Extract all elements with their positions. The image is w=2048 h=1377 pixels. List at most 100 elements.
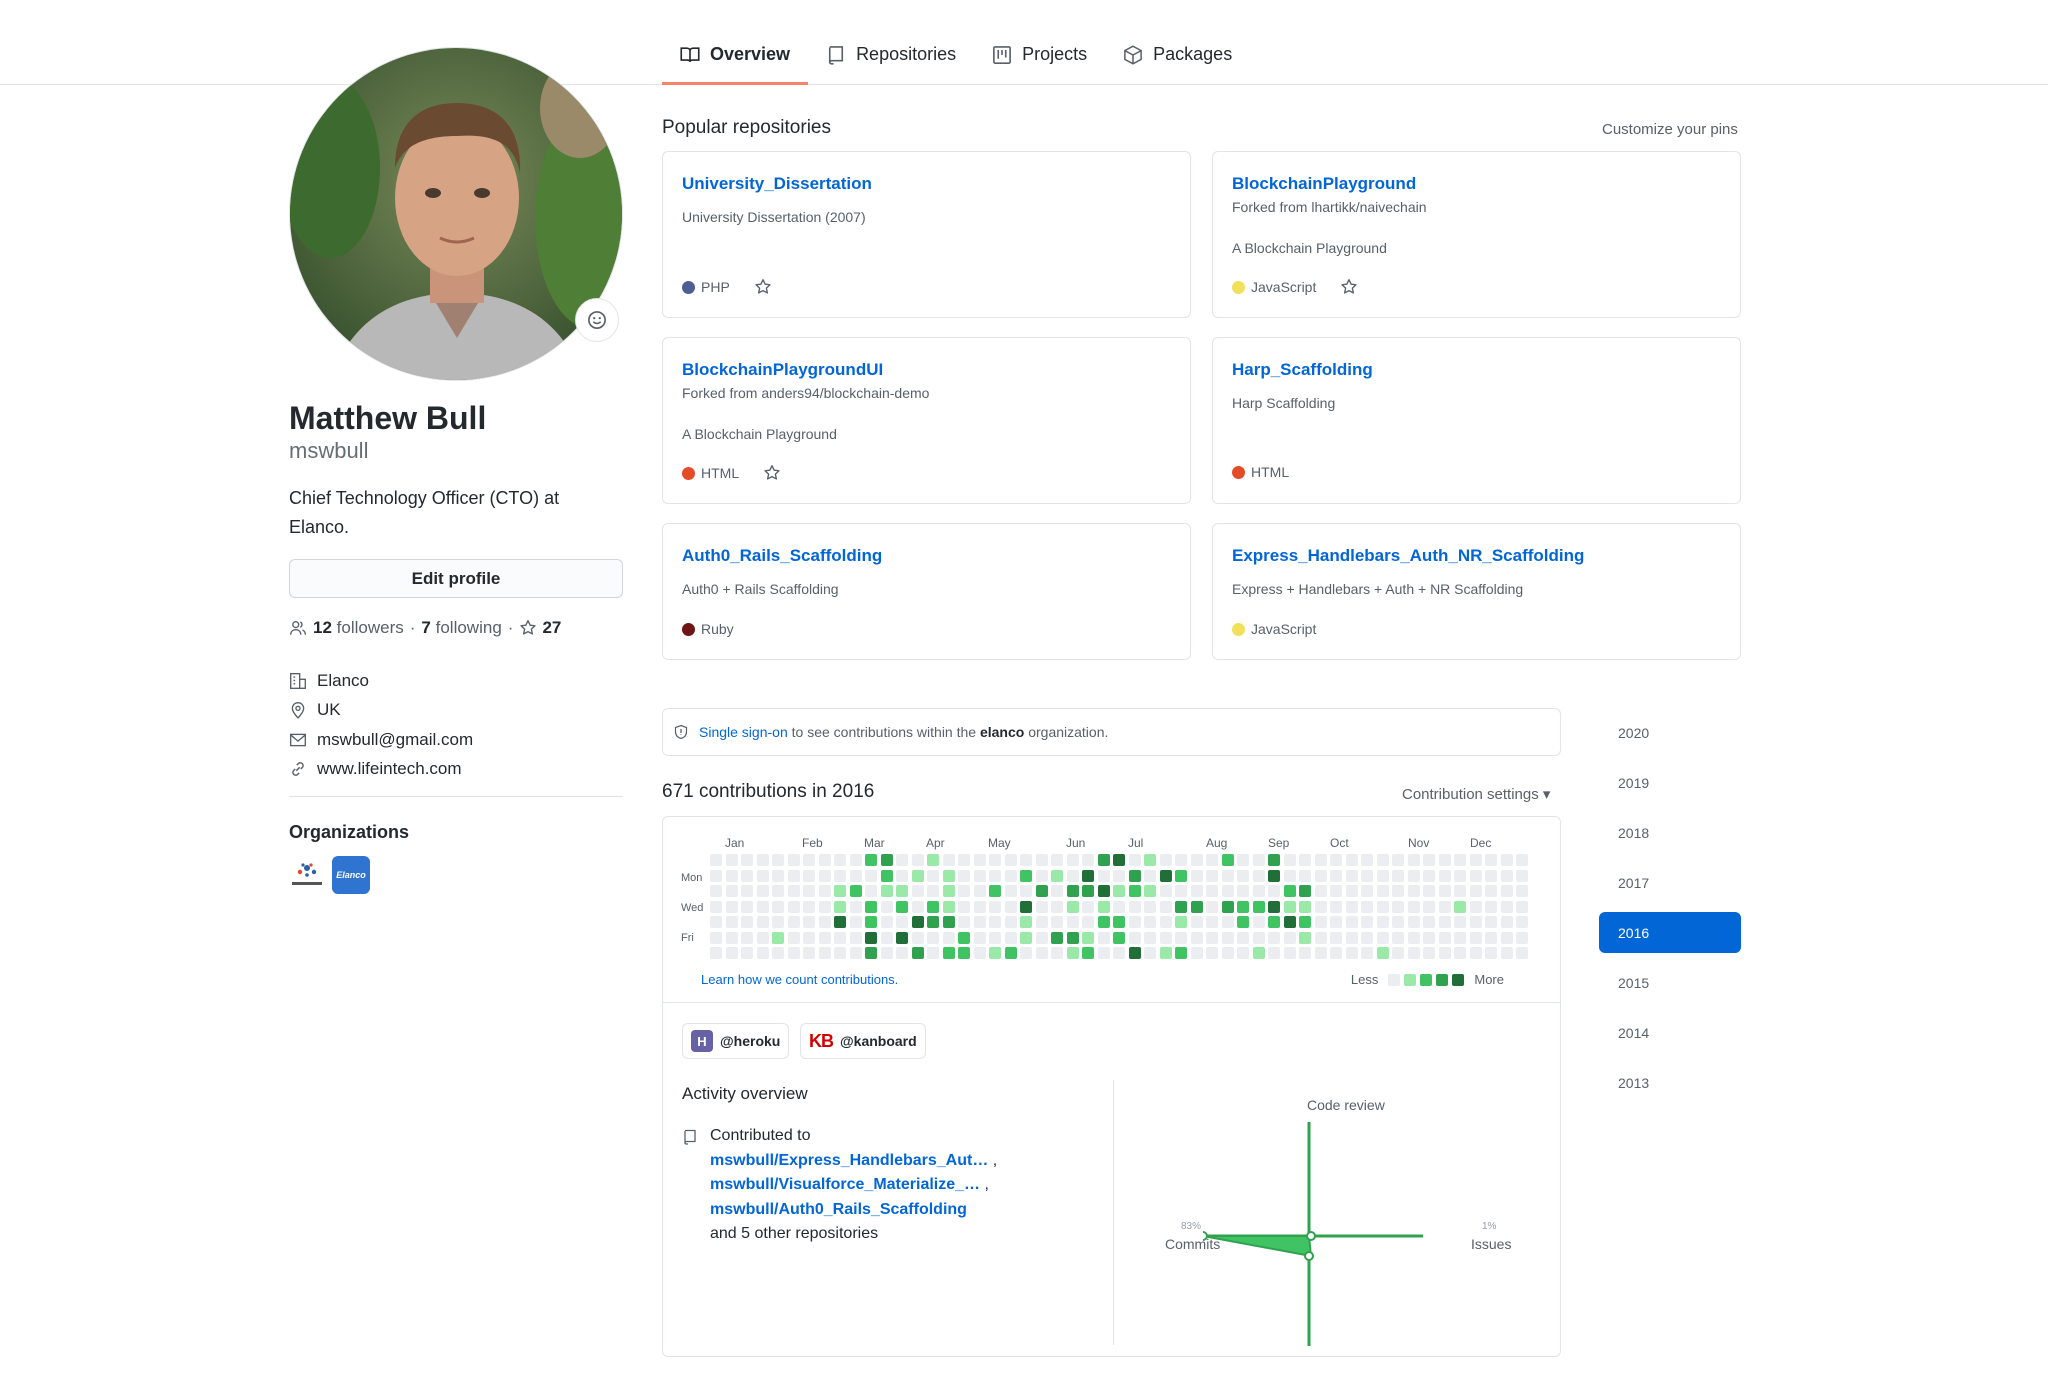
- contribution-day-cell[interactable]: [1299, 931, 1311, 944]
- contribution-day-cell[interactable]: [710, 947, 722, 959]
- contribution-day-cell[interactable]: [1407, 869, 1420, 882]
- contribution-day-cell[interactable]: [1144, 900, 1156, 913]
- contribution-day-cell[interactable]: [1361, 869, 1373, 882]
- contribution-day-cell[interactable]: [756, 885, 769, 897]
- contribution-day-cell[interactable]: [1423, 900, 1435, 913]
- contribution-day-cell[interactable]: [725, 931, 738, 944]
- contribution-day-cell[interactable]: [927, 885, 939, 897]
- contribution-day-cell[interactable]: [1469, 885, 1482, 897]
- contribution-day-cell[interactable]: [756, 854, 769, 866]
- contribution-day-cell[interactable]: [1407, 931, 1420, 944]
- contribution-day-cell[interactable]: [1051, 854, 1063, 866]
- contribution-day-cell[interactable]: [849, 854, 862, 866]
- contribution-day-cell[interactable]: [834, 916, 846, 928]
- contribution-day-cell[interactable]: [1144, 947, 1156, 959]
- contribution-day-cell[interactable]: [803, 947, 815, 959]
- contribution-day-cell[interactable]: [1128, 869, 1141, 882]
- contribution-day-cell[interactable]: [1128, 947, 1141, 959]
- contribution-day-cell[interactable]: [1423, 931, 1435, 944]
- contribution-day-cell[interactable]: [1268, 931, 1280, 944]
- contribution-day-cell[interactable]: [834, 900, 846, 913]
- contribution-day-cell[interactable]: [1330, 900, 1342, 913]
- contribution-day-cell[interactable]: [1500, 900, 1513, 913]
- contribution-day-cell[interactable]: [1516, 869, 1528, 882]
- contribution-day-cell[interactable]: [1314, 869, 1327, 882]
- contribution-day-cell[interactable]: [1082, 869, 1094, 882]
- contribution-day-cell[interactable]: [1175, 885, 1187, 897]
- contribution-day-cell[interactable]: [880, 854, 893, 866]
- contribution-day-cell[interactable]: [1097, 869, 1110, 882]
- website-link[interactable]: www.lifeintech.com: [317, 759, 462, 779]
- contribution-day-cell[interactable]: [1376, 885, 1389, 897]
- contribution-day-cell[interactable]: [818, 869, 831, 882]
- contribution-day-cell[interactable]: [896, 900, 908, 913]
- contribution-day-cell[interactable]: [1485, 869, 1497, 882]
- contribution-day-cell[interactable]: [741, 869, 753, 882]
- contribution-day-cell[interactable]: [1082, 916, 1094, 928]
- contribution-day-cell[interactable]: [1066, 947, 1079, 959]
- contribution-day-cell[interactable]: [927, 947, 939, 959]
- contribution-day-cell[interactable]: [1237, 869, 1249, 882]
- contribution-day-cell[interactable]: [1268, 900, 1280, 913]
- contributed-repo-link[interactable]: mswbull/Auth0_Rails_Scaffolding: [710, 1200, 967, 1218]
- contribution-day-cell[interactable]: [710, 931, 722, 944]
- contribution-day-cell[interactable]: [756, 931, 769, 944]
- contribution-day-cell[interactable]: [1159, 854, 1172, 866]
- year-link[interactable]: 2017: [1618, 874, 1650, 891]
- contribution-day-cell[interactable]: [1206, 869, 1218, 882]
- contribution-day-cell[interactable]: [1376, 900, 1389, 913]
- contribution-day-cell[interactable]: [1175, 900, 1187, 913]
- contribution-day-cell[interactable]: [1345, 916, 1358, 928]
- contribution-day-cell[interactable]: [1159, 916, 1172, 928]
- contribution-day-cell[interactable]: [818, 854, 831, 866]
- contribution-day-cell[interactable]: [989, 900, 1001, 913]
- contribution-day-cell[interactable]: [911, 931, 924, 944]
- contribution-day-cell[interactable]: [1392, 869, 1404, 882]
- contribution-day-cell[interactable]: [1345, 869, 1358, 882]
- contribution-day-cell[interactable]: [741, 931, 753, 944]
- contribution-day-cell[interactable]: [1392, 885, 1404, 897]
- contribution-day-cell[interactable]: [1407, 947, 1420, 959]
- contribution-day-cell[interactable]: [1097, 900, 1110, 913]
- contribution-day-cell[interactable]: [973, 900, 986, 913]
- contribution-day-cell[interactable]: [741, 854, 753, 866]
- contribution-day-cell[interactable]: [1175, 854, 1187, 866]
- contribution-day-cell[interactable]: [1299, 885, 1311, 897]
- contribution-day-cell[interactable]: [896, 869, 908, 882]
- contribution-day-cell[interactable]: [1221, 854, 1234, 866]
- contribution-day-cell[interactable]: [756, 916, 769, 928]
- contribution-day-cell[interactable]: [1283, 900, 1296, 913]
- contribution-day-cell[interactable]: [803, 854, 815, 866]
- contribution-day-cell[interactable]: [1128, 900, 1141, 913]
- contribution-day-cell[interactable]: [1392, 900, 1404, 913]
- contribution-day-cell[interactable]: [942, 869, 955, 882]
- contribution-day-cell[interactable]: [1066, 885, 1079, 897]
- contribution-day-cell[interactable]: [1097, 947, 1110, 959]
- contribution-day-cell[interactable]: [1221, 916, 1234, 928]
- contribution-day-cell[interactable]: [896, 947, 908, 959]
- contribution-day-cell[interactable]: [1237, 854, 1249, 866]
- contribution-day-cell[interactable]: [1330, 947, 1342, 959]
- email-link[interactable]: mswbull@gmail.com: [317, 729, 474, 749]
- contribution-day-cell[interactable]: [710, 885, 722, 897]
- contribution-day-cell[interactable]: [1330, 916, 1342, 928]
- contribution-day-cell[interactable]: [989, 947, 1001, 959]
- contribution-day-cell[interactable]: [1283, 869, 1296, 882]
- contribution-day-cell[interactable]: [1051, 869, 1063, 882]
- contribution-day-cell[interactable]: [942, 854, 955, 866]
- contribution-day-cell[interactable]: [1206, 885, 1218, 897]
- repo-name-link[interactable]: BlockchainPlaygroundUI: [682, 360, 884, 379]
- contribution-day-cell[interactable]: [958, 931, 970, 944]
- contribution-day-cell[interactable]: [1035, 916, 1048, 928]
- contribution-day-cell[interactable]: [1516, 900, 1528, 913]
- contribution-day-cell[interactable]: [880, 869, 893, 882]
- contribution-day-cell[interactable]: [1159, 885, 1172, 897]
- contribution-day-cell[interactable]: [911, 869, 924, 882]
- contribution-day-cell[interactable]: [973, 931, 986, 944]
- contribution-day-cell[interactable]: [865, 931, 877, 944]
- contribution-day-cell[interactable]: [927, 931, 939, 944]
- contribution-day-cell[interactable]: [1051, 947, 1063, 959]
- contribution-day-cell[interactable]: [1361, 916, 1373, 928]
- contribution-day-cell[interactable]: [1516, 854, 1528, 866]
- contribution-day-cell[interactable]: [1438, 931, 1451, 944]
